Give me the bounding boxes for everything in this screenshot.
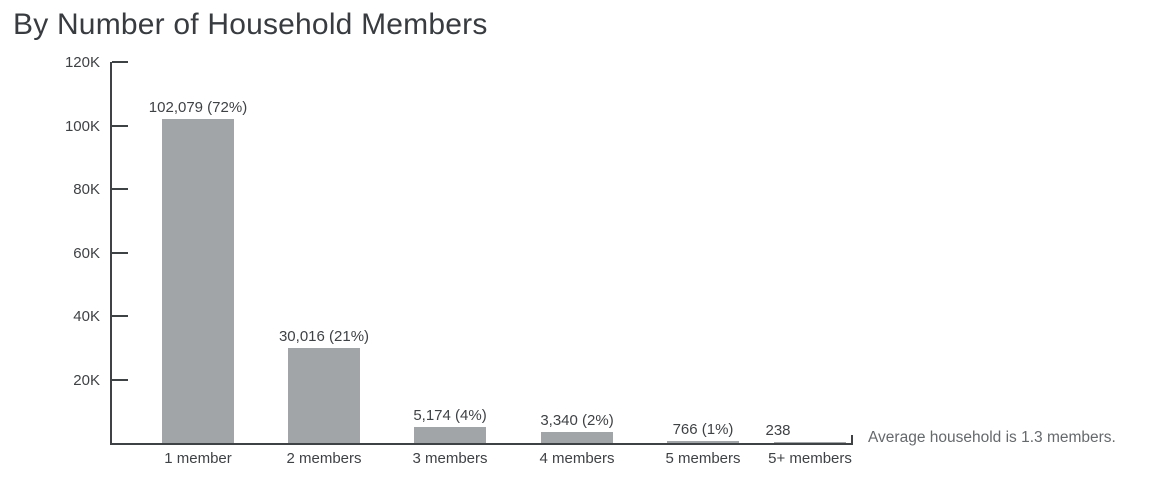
x-axis-category-label-2-members: 2 members [286, 450, 362, 467]
bar-value-label-5-members: 766 (1%) [672, 421, 734, 438]
y-axis-tick [112, 61, 128, 63]
bar-1-member [162, 119, 234, 443]
bar-value-label-3-members: 5,174 (4%) [413, 407, 487, 424]
bar-value-label-4-members: 3,340 (2%) [540, 412, 614, 429]
x-axis-category-label-5-members: 5 members [665, 450, 741, 467]
y-axis-tick-label: 20K [73, 371, 100, 389]
y-axis-tick-label: 60K [73, 244, 100, 262]
y-axis-tick [112, 378, 128, 381]
y-axis-tick [112, 124, 128, 127]
x-axis-category-label-3-members: 3 members [412, 450, 488, 467]
y-axis-tick-label: 120K [64, 54, 100, 71]
bar-value-label-5+-members: 238 [765, 422, 791, 439]
average-annotation: Average household is 1.3 members. [868, 429, 1116, 446]
y-axis-line [110, 62, 112, 445]
x-axis-category-label-1-member: 1 member [164, 450, 232, 467]
bar-2-members [288, 348, 360, 443]
y-axis-tick-label: 40K [73, 308, 100, 325]
bar-5+-members [774, 442, 846, 443]
y-axis-tick [112, 251, 128, 254]
bar-5-members [667, 441, 739, 443]
x-axis-line [110, 443, 853, 445]
y-axis-tick [112, 188, 128, 190]
y-axis-tick [112, 315, 128, 317]
bar-4-members [541, 432, 613, 443]
x-axis-category-label-5+-members: 5+ members [768, 450, 852, 467]
y-axis-tick-label: 80K [73, 181, 100, 198]
chart-title: By Number of Household Members [13, 8, 488, 41]
bar-3-members [414, 427, 486, 443]
x-axis-category-label-4-members: 4 members [539, 450, 615, 467]
bar-value-label-2-members: 30,016 (21%) [278, 328, 370, 345]
y-axis-tick-label: 100K [64, 117, 100, 135]
bar-value-label-1-member: 102,079 (72%) [148, 99, 248, 116]
axis-end-tick [851, 435, 853, 443]
